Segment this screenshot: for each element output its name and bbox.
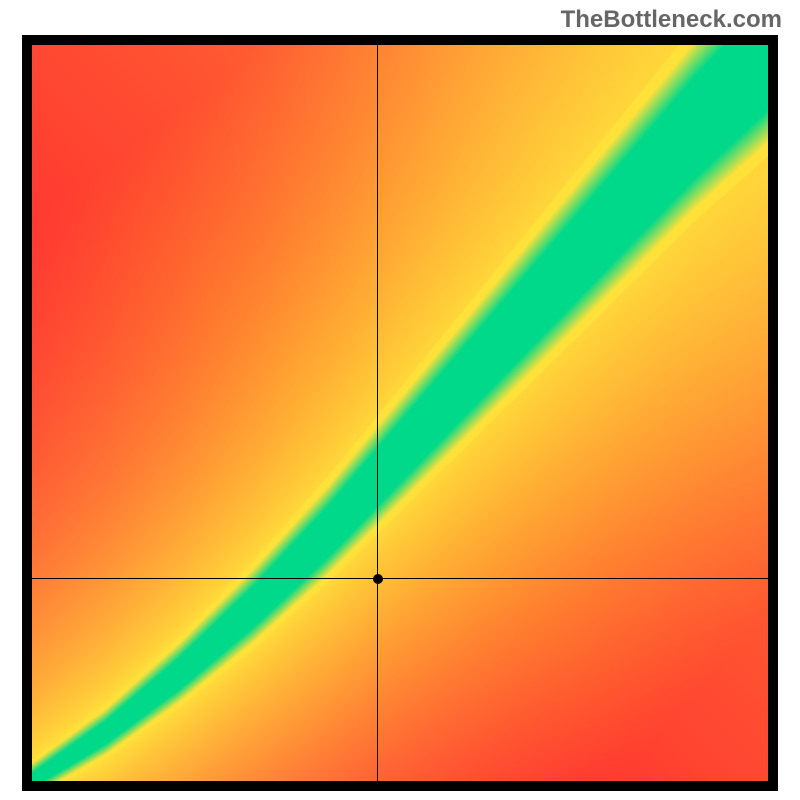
crosshair-vertical xyxy=(377,45,378,781)
heatmap-canvas xyxy=(32,45,768,781)
chart-container: TheBottleneck.com xyxy=(0,0,800,800)
crosshair-marker xyxy=(373,574,383,584)
watermark-text: TheBottleneck.com xyxy=(561,6,782,34)
crosshair-horizontal xyxy=(32,578,768,579)
